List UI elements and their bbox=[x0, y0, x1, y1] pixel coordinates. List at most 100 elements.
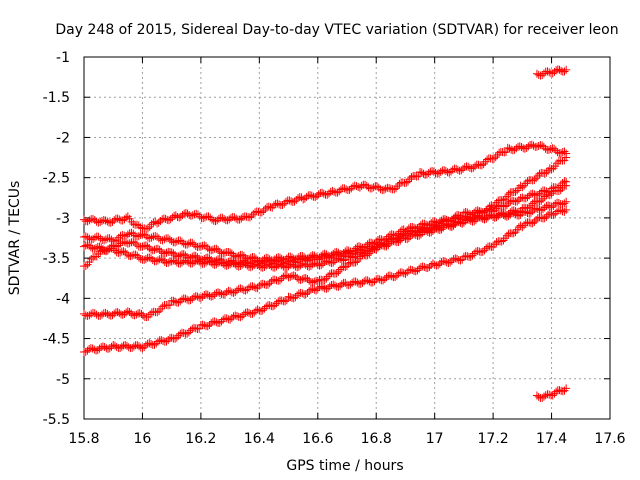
data-point bbox=[560, 147, 569, 156]
data-point bbox=[505, 144, 514, 153]
data-point bbox=[385, 184, 394, 193]
data-point bbox=[485, 242, 494, 251]
data-point bbox=[356, 252, 365, 261]
data-point bbox=[420, 224, 429, 233]
data-point bbox=[540, 203, 549, 212]
data-point bbox=[385, 271, 394, 280]
data-point bbox=[345, 185, 354, 194]
data-point bbox=[232, 286, 241, 295]
data-point bbox=[471, 162, 480, 171]
data-point bbox=[121, 248, 130, 257]
data-point bbox=[530, 190, 539, 199]
data-point bbox=[532, 142, 541, 151]
data-point bbox=[164, 258, 173, 267]
data-point bbox=[300, 194, 309, 203]
data-point bbox=[524, 142, 533, 151]
data-point bbox=[131, 239, 140, 248]
data-point bbox=[313, 277, 322, 286]
chart-title: Day 248 of 2015, Sidereal Day-to-day VTE… bbox=[55, 22, 618, 38]
data-point bbox=[280, 199, 289, 208]
y-tick-label: -2.5 bbox=[43, 171, 70, 187]
data-point bbox=[202, 242, 211, 251]
x-tick-label: 17.2 bbox=[478, 431, 509, 447]
data-point bbox=[262, 302, 271, 311]
data-point bbox=[100, 236, 109, 245]
data-point bbox=[243, 308, 252, 317]
data-point bbox=[250, 283, 259, 292]
data-point bbox=[181, 256, 190, 265]
data-point bbox=[145, 339, 154, 348]
data-point bbox=[96, 234, 105, 243]
data-points bbox=[80, 65, 571, 402]
x-axis-label: GPS time / hours bbox=[286, 458, 403, 474]
data-point bbox=[310, 285, 319, 294]
data-point bbox=[318, 283, 327, 292]
data-point bbox=[368, 278, 377, 287]
data-point bbox=[403, 231, 412, 240]
data-point bbox=[247, 212, 256, 221]
data-point bbox=[562, 153, 571, 162]
data-point bbox=[186, 296, 195, 305]
data-point bbox=[258, 279, 267, 288]
data-point bbox=[289, 261, 298, 270]
data-point bbox=[264, 202, 273, 211]
data-point bbox=[399, 269, 408, 278]
data-point bbox=[512, 144, 521, 153]
data-point bbox=[525, 191, 534, 200]
data-point bbox=[278, 201, 287, 210]
data-point bbox=[502, 201, 511, 210]
data-point bbox=[440, 166, 449, 175]
data-point bbox=[265, 279, 274, 288]
y-axis-label: SDTVAR / TECUs bbox=[7, 181, 23, 296]
data-point bbox=[458, 212, 467, 221]
data-point bbox=[165, 301, 174, 310]
data-point bbox=[116, 239, 125, 248]
data-point bbox=[430, 260, 439, 269]
data-point bbox=[198, 320, 207, 329]
data-point bbox=[296, 288, 305, 297]
data-point bbox=[489, 203, 498, 212]
data-point bbox=[508, 146, 517, 155]
data-point bbox=[562, 384, 571, 393]
data-point bbox=[525, 203, 534, 212]
series-track-7 bbox=[532, 65, 571, 80]
data-point bbox=[214, 288, 223, 297]
data-point bbox=[81, 261, 90, 270]
data-point bbox=[444, 259, 453, 268]
data-point bbox=[190, 258, 199, 267]
data-point bbox=[215, 318, 224, 327]
data-point bbox=[454, 217, 463, 226]
data-point bbox=[151, 217, 160, 226]
data-point bbox=[317, 261, 326, 270]
data-point bbox=[515, 142, 524, 151]
data-point bbox=[394, 234, 403, 243]
data-point bbox=[537, 196, 546, 205]
data-point bbox=[167, 236, 176, 245]
data-point bbox=[296, 275, 305, 284]
y-tick-label: -2 bbox=[56, 130, 70, 146]
data-point bbox=[248, 262, 257, 271]
data-point bbox=[285, 196, 294, 205]
data-point bbox=[214, 245, 223, 254]
data-point bbox=[562, 197, 571, 206]
data-point bbox=[83, 240, 92, 249]
data-point bbox=[509, 229, 518, 238]
data-point bbox=[186, 211, 195, 220]
data-point bbox=[117, 342, 126, 351]
data-point bbox=[379, 185, 388, 194]
data-point bbox=[523, 193, 532, 202]
data-point bbox=[275, 200, 284, 209]
data-point bbox=[305, 276, 314, 285]
data-point bbox=[303, 274, 312, 283]
data-point bbox=[329, 280, 338, 289]
data-point bbox=[231, 260, 240, 269]
data-point bbox=[306, 190, 315, 199]
data-point bbox=[214, 259, 223, 268]
data-point bbox=[539, 392, 548, 401]
data-point bbox=[281, 297, 290, 306]
data-point bbox=[85, 344, 94, 353]
data-point bbox=[212, 318, 221, 327]
data-point bbox=[181, 209, 190, 218]
data-point bbox=[239, 310, 248, 319]
data-point bbox=[87, 235, 96, 244]
